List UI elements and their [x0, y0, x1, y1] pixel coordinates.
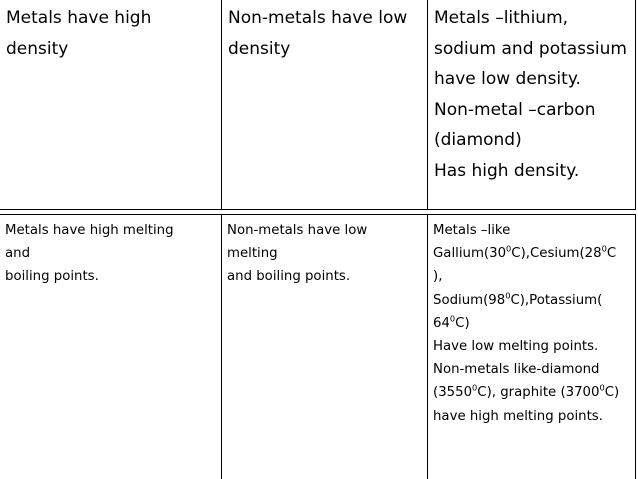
- cell-text-line: 640C): [433, 313, 470, 331]
- degree-superscript: 0: [472, 383, 478, 393]
- cell-text-line: Non-metal –carbon: [434, 99, 596, 120]
- degree-superscript: 0: [601, 243, 607, 254]
- cell-text-line: Metals –like: [433, 223, 511, 238]
- cell-text-line: have high melting points.: [433, 408, 603, 424]
- cell-text-line: have low density.: [434, 69, 581, 89]
- cell-text-line: sodium and potassium: [434, 38, 627, 59]
- cell-text-line: and: [5, 246, 31, 262]
- cell-text-line: Have low melting points.: [433, 339, 599, 355]
- cell-text-line: Has high density.: [434, 160, 580, 181]
- metals-melting-cell: Metals have high melting and boiling point…: [0, 215, 222, 479]
- cell-text-line: melting: [227, 246, 278, 262]
- cell-text-line: Sodium(980C),Potassium(: [433, 290, 603, 308]
- cell-text-line: Metals –lithium,: [434, 8, 569, 28]
- cell-text-line: ),: [433, 269, 443, 285]
- degree-superscript: 0: [506, 243, 512, 254]
- table-row-melting-points: Metals have high melting and boiling point…: [0, 214, 636, 479]
- metals-density-cell: Metals have high density: [0, 0, 222, 209]
- cell-text-line: Gallium(300C),Cesium(280C: [433, 243, 617, 262]
- cell-text-line: (diamond): [434, 130, 522, 150]
- density-examples-cell: Metals –lithium, sodium and potassium have…: [428, 0, 636, 209]
- degree-superscript: 0: [449, 313, 456, 324]
- cell-text-line: Non-metals have low: [227, 223, 368, 238]
- cell-text-line: Non-metals like-diamond: [433, 362, 600, 378]
- cell-text-line: Non-metals have low: [228, 8, 408, 28]
- melting-examples-cell: Metals –like Gallium(300C),Cesium(280C), S…: [428, 215, 636, 479]
- cell-text-line: Metals have high melting: [5, 223, 174, 238]
- cell-text-line: (35500C), graphite (37000C): [433, 383, 620, 401]
- non-metals-density-cell: Non-metals have low density: [222, 0, 428, 209]
- cell-text-line: Metals have high: [6, 8, 152, 28]
- cell-text-line: and boiling points.: [227, 269, 351, 285]
- degree-superscript: 0: [505, 290, 511, 301]
- cell-text-line: density: [6, 38, 69, 59]
- cell-text-line: boiling points.: [5, 269, 99, 285]
- degree-superscript: 0: [599, 383, 605, 393]
- non-metals-melting-cell: Non-metals have low melting and boiling po…: [222, 215, 428, 479]
- cell-text-line: density: [228, 38, 291, 59]
- table-row-density: Metals have high density Non-metals have …: [0, 0, 636, 210]
